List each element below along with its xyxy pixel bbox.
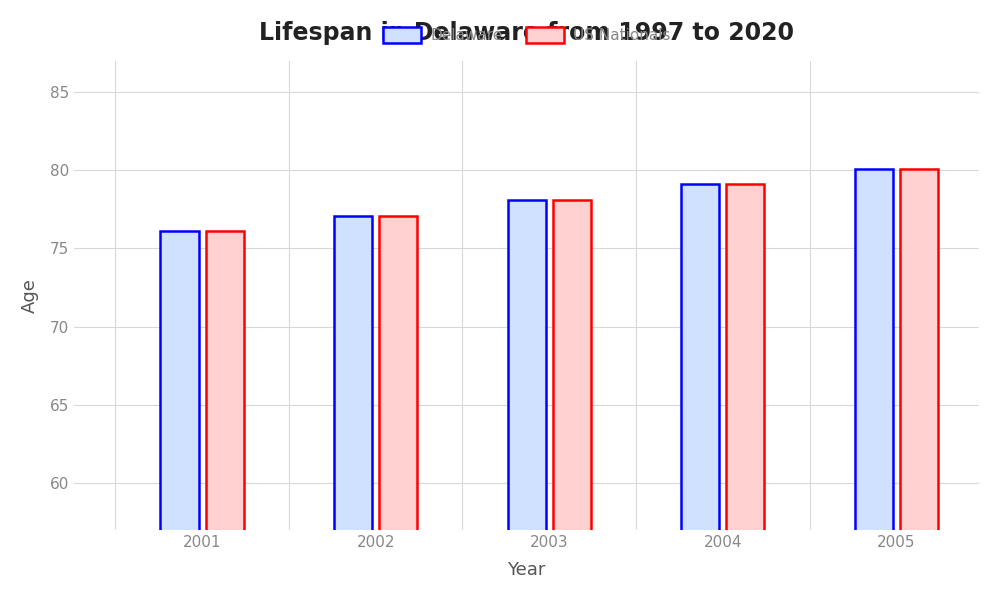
Bar: [334, 215, 372, 600]
Legend: Delaware, US Nationals: Delaware, US Nationals: [377, 22, 676, 50]
Bar: [855, 169, 893, 600]
Bar: [508, 200, 546, 600]
Bar: [379, 215, 417, 600]
Bar: [726, 184, 764, 600]
Bar: [681, 184, 719, 600]
Bar: [553, 200, 591, 600]
Bar: [160, 231, 199, 600]
Bar: [900, 169, 938, 600]
Y-axis label: Age: Age: [21, 278, 39, 313]
Title: Lifespan in Delaware from 1997 to 2020: Lifespan in Delaware from 1997 to 2020: [259, 21, 794, 45]
Bar: [206, 231, 244, 600]
X-axis label: Year: Year: [507, 561, 546, 579]
